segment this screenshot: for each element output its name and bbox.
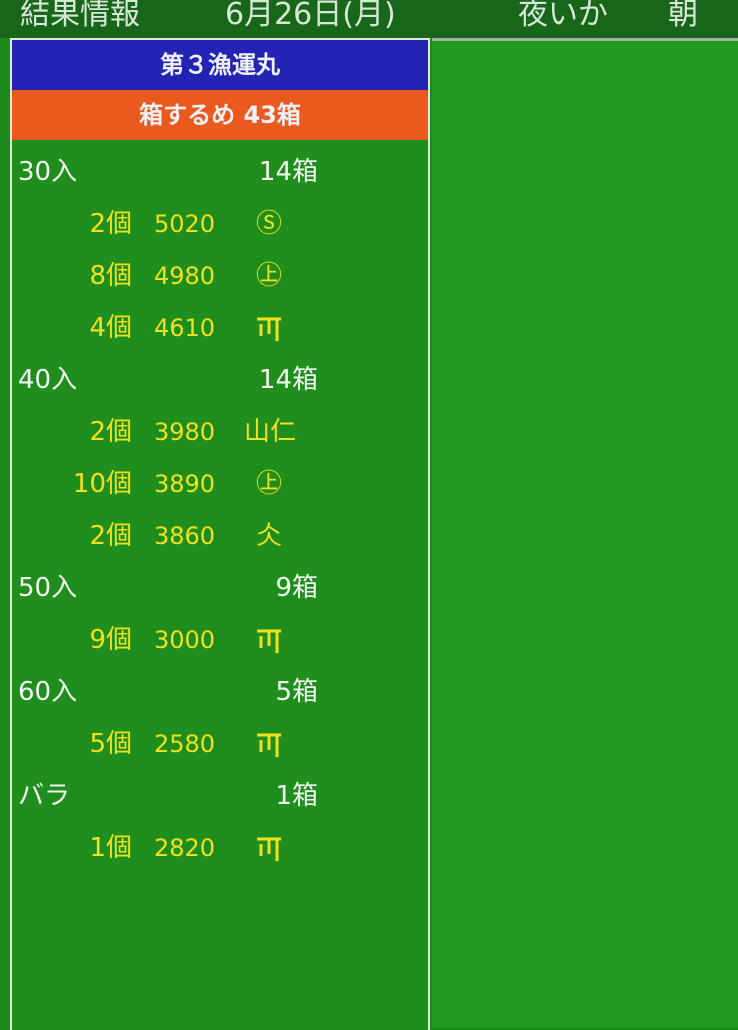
size-label: 60入 — [18, 677, 78, 707]
box-count: 9箱 — [275, 573, 318, 603]
lot-quantity: 9個 — [89, 625, 132, 655]
lot-row: 5個 2580 — [12, 724, 312, 764]
size-group-row: 50入 9箱 — [18, 568, 318, 608]
lot-price: 5020 — [154, 210, 216, 238]
lot-row: 2個 3860 仌 — [12, 516, 312, 556]
buyer-mark-icon — [244, 620, 294, 660]
size-label: バラ — [18, 781, 71, 811]
box-count: 1箱 — [275, 781, 318, 811]
header-time: 朝 — [668, 0, 698, 32]
lot-row: 4個 4610 — [12, 308, 312, 348]
result-panel: 第３漁運丸 箱するめ 43箱 30入 14箱 2個 5020 Ⓢ 8個 4980 ㊤ 4個 461… — [10, 38, 430, 1030]
lot-row: 2個 5020 Ⓢ — [12, 204, 312, 244]
buyer-mark: ㊤ — [255, 469, 282, 499]
box-count: 14箱 — [258, 157, 318, 187]
size-label: 40入 — [18, 365, 78, 395]
buyer-mark: 山仁 — [244, 417, 297, 447]
lot-price: 3980 — [154, 418, 216, 446]
lot-quantity: 4個 — [89, 313, 132, 343]
buyer-mark-icon — [244, 308, 294, 348]
header: 結果情報 6月26日(月) 夜いか 朝 — [0, 0, 738, 38]
lot-row: 8個 4980 ㊤ — [12, 256, 312, 296]
box-count: 14箱 — [258, 365, 318, 395]
buyer-mark: Ⓢ — [255, 209, 282, 239]
buyer-mark-icon — [244, 724, 294, 764]
box-count: 5箱 — [275, 677, 318, 707]
lot-quantity: 8個 — [89, 261, 132, 291]
lot-price: 3890 — [154, 470, 216, 498]
empty-panel — [432, 38, 738, 1027]
size-group-row: バラ 1箱 — [18, 776, 318, 816]
lot-quantity: 1個 — [89, 833, 132, 863]
header-title: 結果情報 — [20, 0, 140, 32]
lot-quantity: 2個 — [89, 417, 132, 447]
header-session: 夜いか — [518, 0, 608, 32]
lot-quantity: 2個 — [89, 521, 132, 551]
buyer-mark-icon — [244, 828, 294, 868]
lot-quantity: 5個 — [89, 729, 132, 759]
size-label: 50入 — [18, 573, 78, 603]
buyer-mark: ㊤ — [255, 261, 282, 291]
lot-row: 2個 3980 山仁 — [12, 412, 312, 452]
ship-name: 第３漁運丸 — [12, 40, 428, 90]
size-group-row: 40入 14箱 — [18, 360, 318, 400]
lot-price: 4980 — [154, 262, 216, 290]
size-group-row: 60入 5箱 — [18, 672, 318, 712]
lot-price: 3860 — [154, 522, 216, 550]
size-group-row: 30入 14箱 — [18, 152, 318, 192]
lot-quantity: 2個 — [89, 209, 132, 239]
lot-price: 2580 — [154, 730, 216, 758]
header-date: 6月26日(月) — [225, 0, 396, 32]
lot-row: 9個 3000 — [12, 620, 312, 660]
size-label: 30入 — [18, 157, 78, 187]
lot-price: 4610 — [154, 314, 216, 342]
lot-price: 2820 — [154, 834, 216, 862]
fish-summary: 箱するめ 43箱 — [12, 90, 428, 140]
lot-row: 1個 2820 — [12, 828, 312, 868]
lot-row: 10個 3890 ㊤ — [12, 464, 312, 504]
lot-quantity: 10個 — [72, 469, 132, 499]
buyer-mark: 仌 — [255, 521, 282, 551]
lot-price: 3000 — [154, 626, 216, 654]
